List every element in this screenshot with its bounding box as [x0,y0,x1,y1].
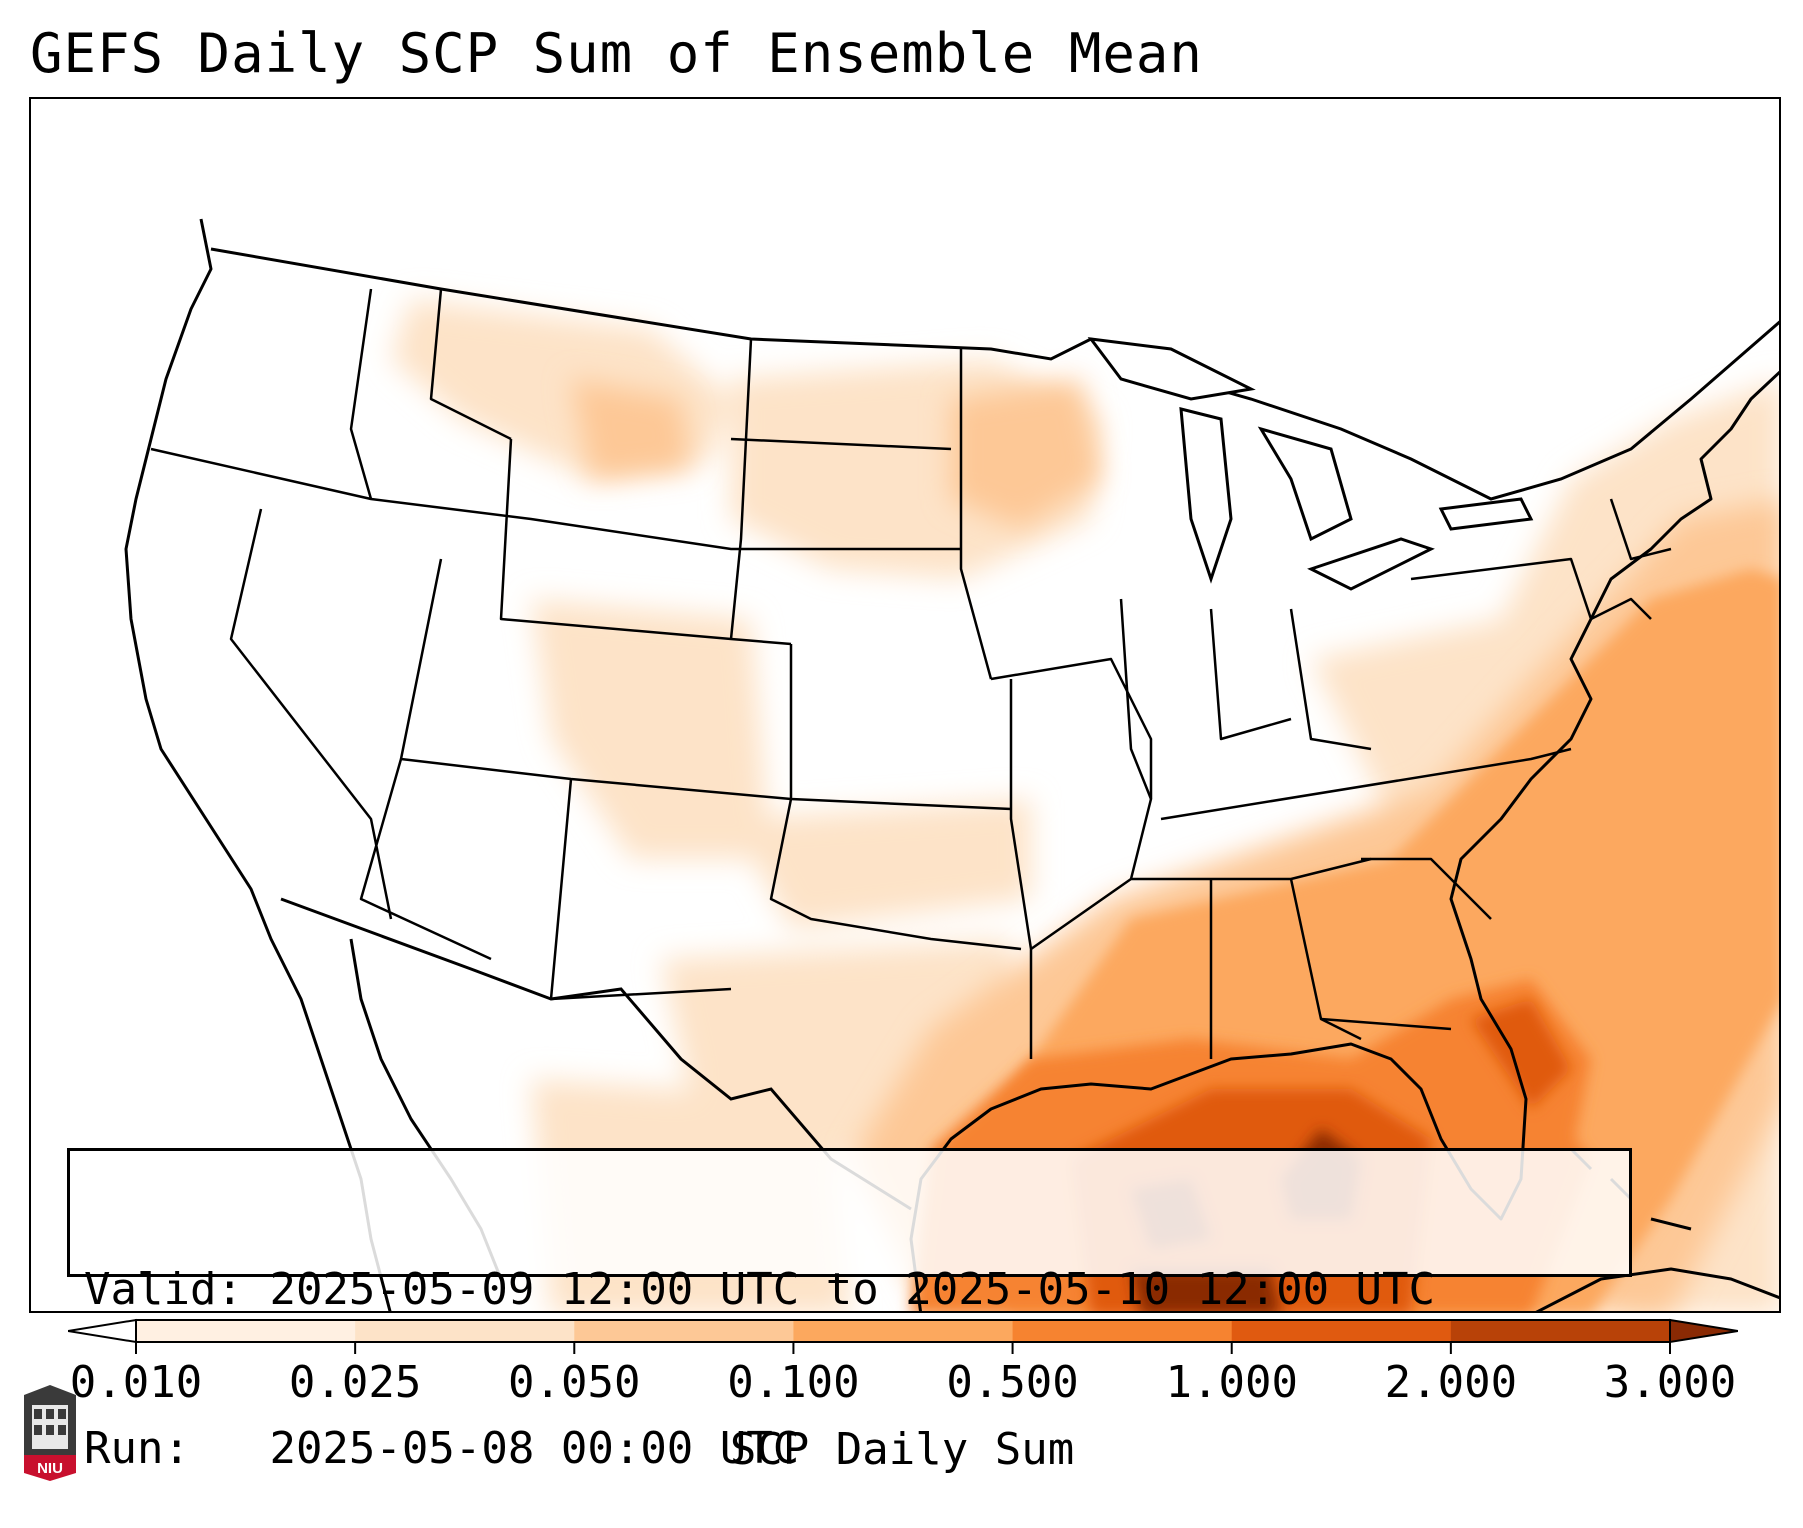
state-utah-arizona [359,558,492,961]
field-upper-midwest [951,379,1101,529]
colorbar-segment [136,1320,356,1342]
state-indiana-ohio [1209,608,1292,741]
colorbar-extend-high [1669,1318,1738,1344]
state-dakotas-west [729,338,753,640]
state-illinois-indiana [1119,598,1153,800]
colorbar-segment [1231,1320,1452,1342]
colorbar-tick-label: 0.500 [946,1357,1079,1408]
state-line-42 [150,447,961,551]
state-new-mexico [549,778,732,1001]
scp-map [124,218,1779,1311]
field-central-rockies [531,599,771,859]
state-tennessee-nc [1160,747,1572,821]
canada-border [210,247,1092,361]
valid-run-info: Valid: 2025-05-09 12:00 UTC to 2025-05-1… [67,1148,1632,1474]
state-idaho-west [349,288,373,500]
state-kansas-oklahoma [789,644,1012,811]
state-wyoming-colorado [499,438,792,646]
colorbar-extend-low [68,1318,137,1344]
state-borders [150,288,1672,1059]
state-arkansas-louisiana [1009,679,1033,1059]
colorbar-tick-label: 0.025 [288,1357,422,1408]
mexico-border [280,897,912,1211]
colorbar-segment [574,1320,794,1342]
cuba-coast [1535,1267,1779,1311]
state-ohio-pennsylvania [1289,608,1372,751]
state-pennsylvania-ny [1410,557,1593,620]
colorbar-tick-label: 1.000 [1165,1357,1298,1408]
colorbar-tick-label: 0.100 [727,1357,860,1408]
lake-huron [1257,426,1353,542]
state-nevada [229,508,393,920]
run-row: Run: 2025-05-08 00:00 UTC [84,1422,1615,1475]
lake-michigan [1179,407,1233,584]
valid-label: Valid: [84,1264,243,1315]
colorbar-segment [793,1320,1014,1342]
run-value: 2025-05-08 00:00 UTC [269,1423,800,1474]
state-sc-border [1361,857,1492,920]
field-southern-plains [731,799,1031,929]
state-nd-sd [730,437,952,451]
lake-superior [1087,337,1256,401]
coastlines [124,218,1779,1311]
colorbar-segment [355,1320,575,1342]
colorbar-tick-label: 0.050 [508,1357,641,1408]
state-georgia-florida [1320,1017,1452,1031]
valid-value: 2025-05-09 12:00 UTC to 2025-05-10 12:00… [269,1264,1436,1315]
gulf-atlantic-coast [909,370,1779,1311]
state-idaho-montana [429,288,512,441]
state-minnesota-iowa [959,349,993,680]
state-missouri-illinois [990,657,1153,880]
great-lakes [1087,337,1534,591]
lake-ontario [1438,497,1534,531]
colorbar-tick-label: 0.010 [69,1357,203,1408]
state-oklahoma-texas [769,798,1022,951]
field-montana [571,379,691,479]
logo-text: NIU [37,1460,63,1477]
pacific-coast [124,218,392,1311]
colorbar-tick-label: 2.000 [1384,1357,1518,1408]
niu-logo: NIU [24,1385,76,1481]
map-panel [29,97,1781,1313]
colorbar-label: SCP Daily Sum [729,1424,1075,1475]
colorbar [68,1318,1738,1354]
colorbar-tick-label: 3.000 [1603,1357,1737,1408]
field-gulf-max-south [1131,1269,1281,1311]
colorbar-outline [135,1319,1671,1343]
valid-row: Valid: 2025-05-09 12:00 UTC to 2025-05-1… [84,1263,1615,1316]
colorbar-segment [1450,1320,1671,1342]
run-label: Run: [84,1423,190,1474]
lake-erie [1307,537,1435,591]
state-new-england [1590,498,1672,621]
map-title: GEFS Daily SCP Sum of Ensemble Mean [30,22,1203,85]
colorbar-segment [1012,1320,1233,1342]
